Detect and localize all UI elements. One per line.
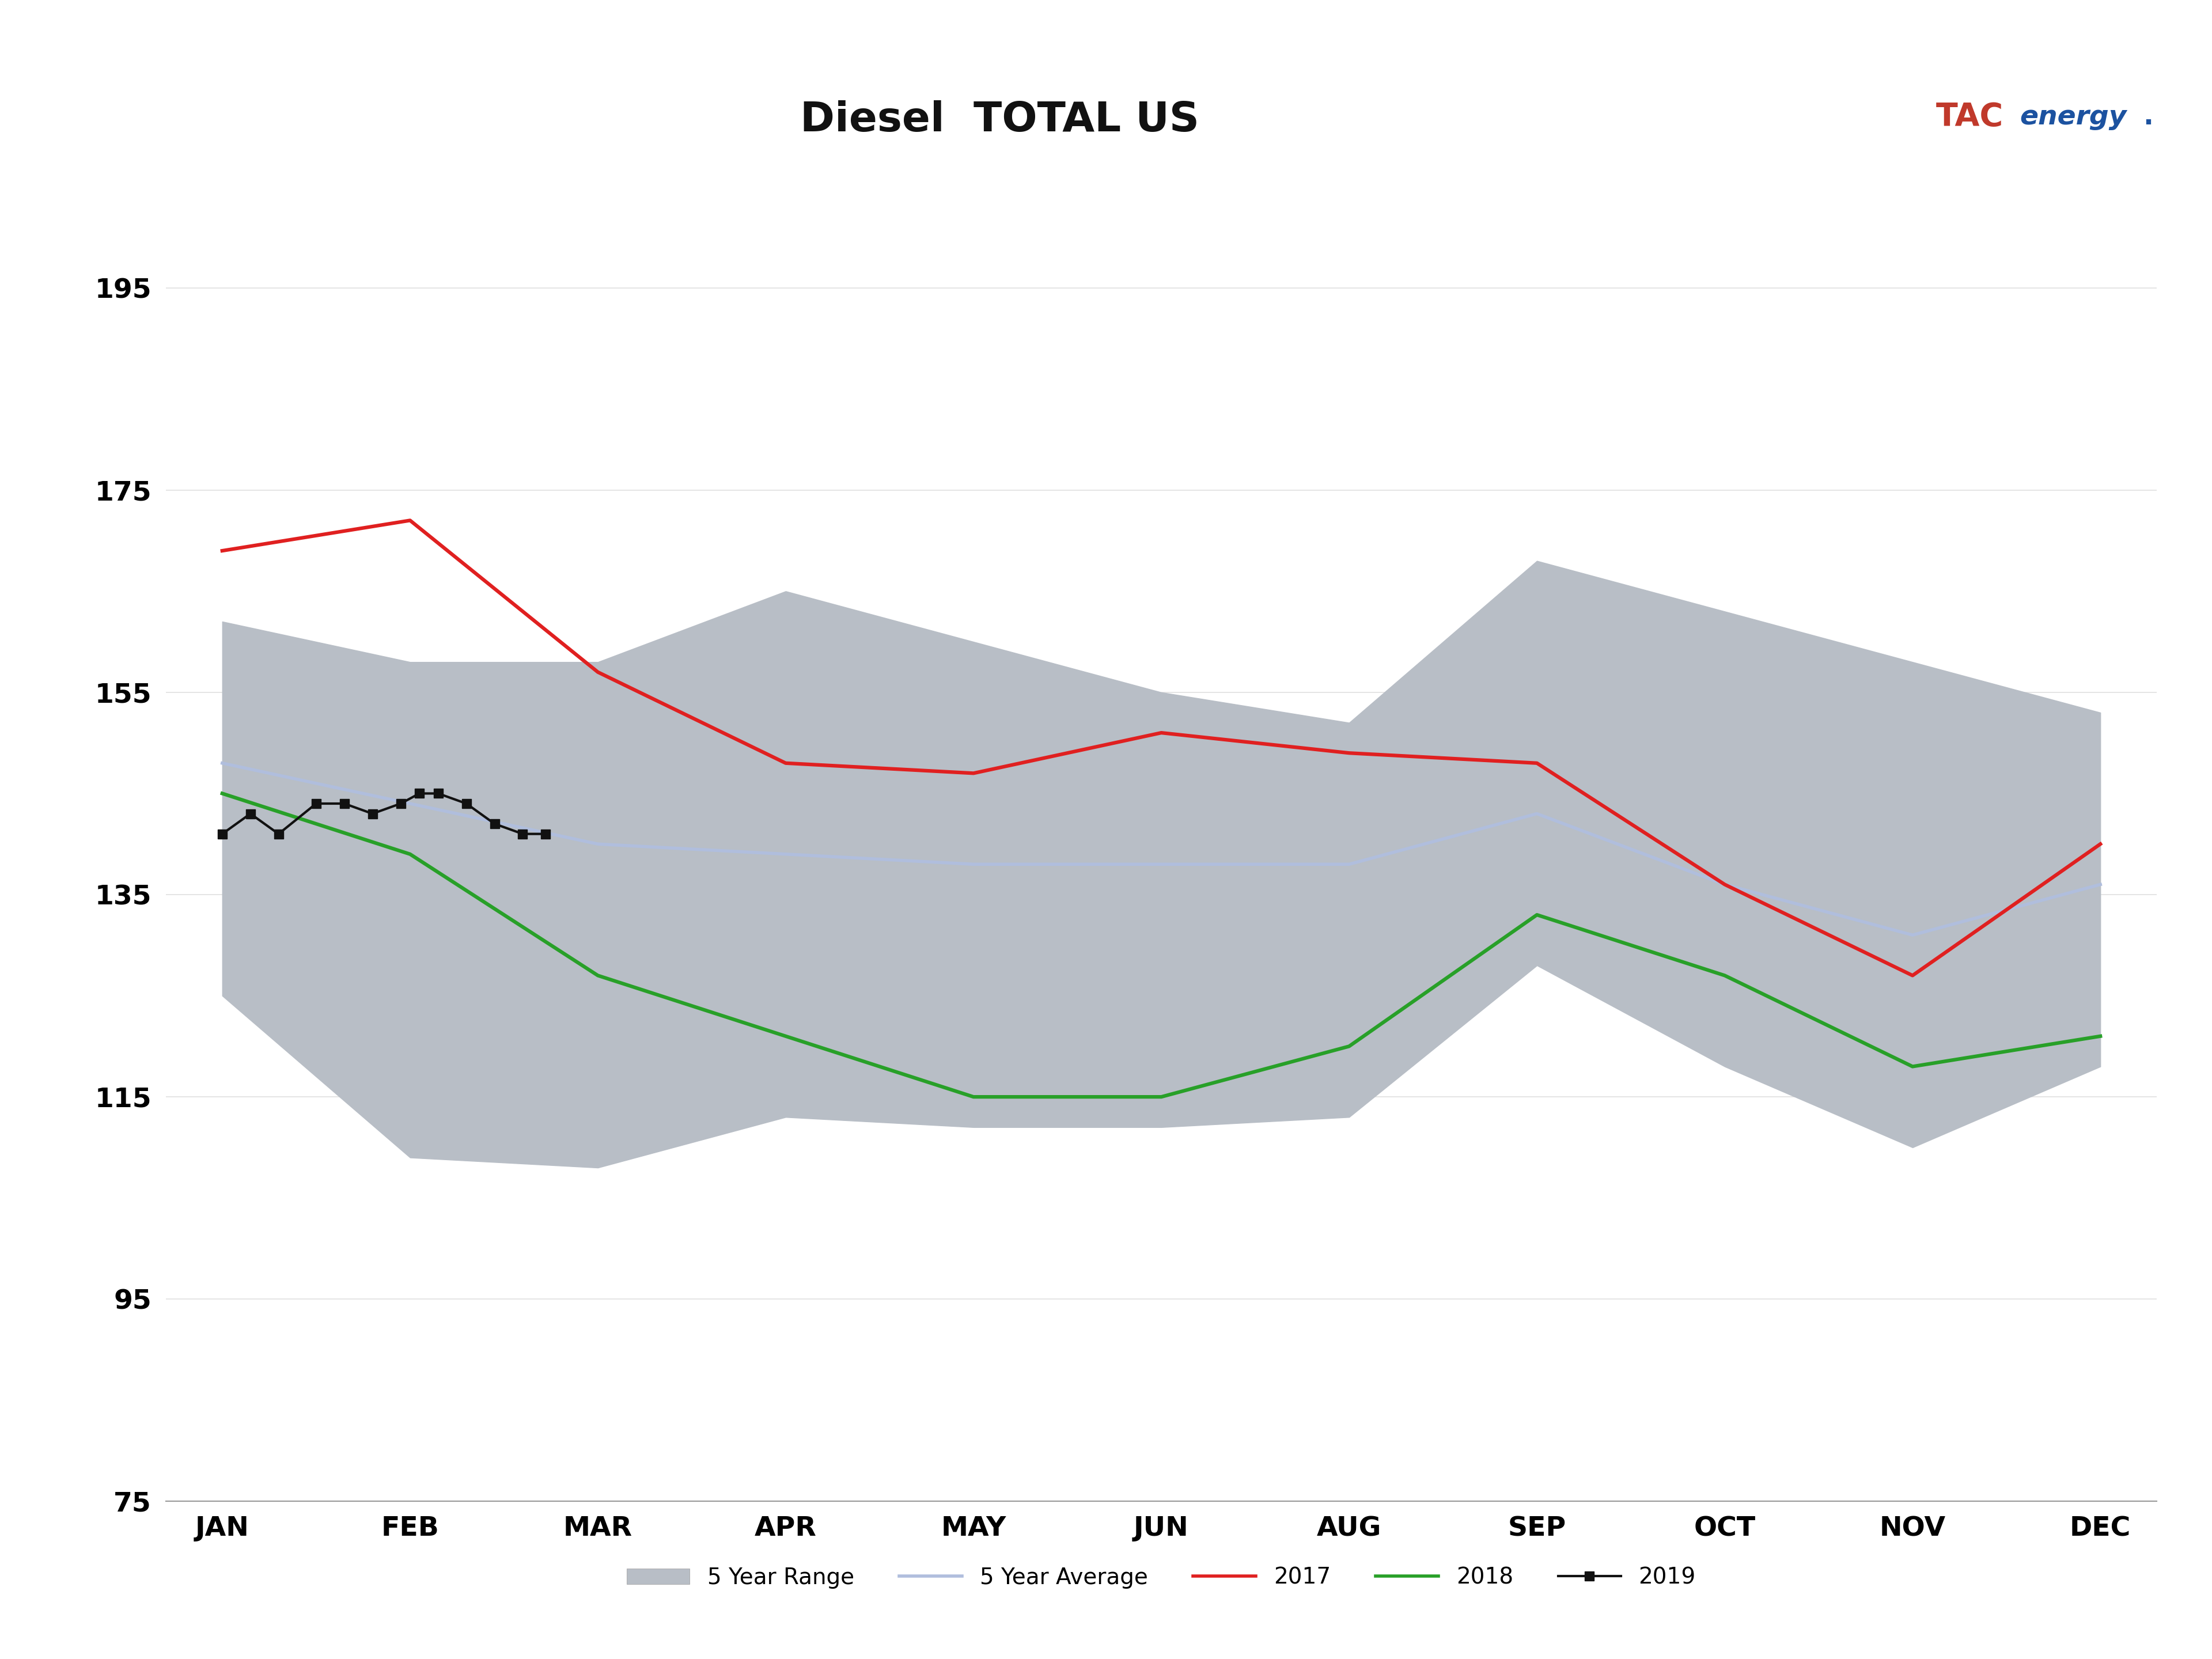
Text: .: .	[2143, 105, 2154, 129]
Text: TAC: TAC	[1936, 101, 2004, 133]
Legend: 5 Year Range, 5 Year Average, 2017, 2018, 2019: 5 Year Range, 5 Year Average, 2017, 2018…	[617, 1558, 1705, 1598]
Text: Diesel  TOTAL US: Diesel TOTAL US	[801, 101, 1199, 139]
Text: energy: energy	[2020, 105, 2126, 129]
